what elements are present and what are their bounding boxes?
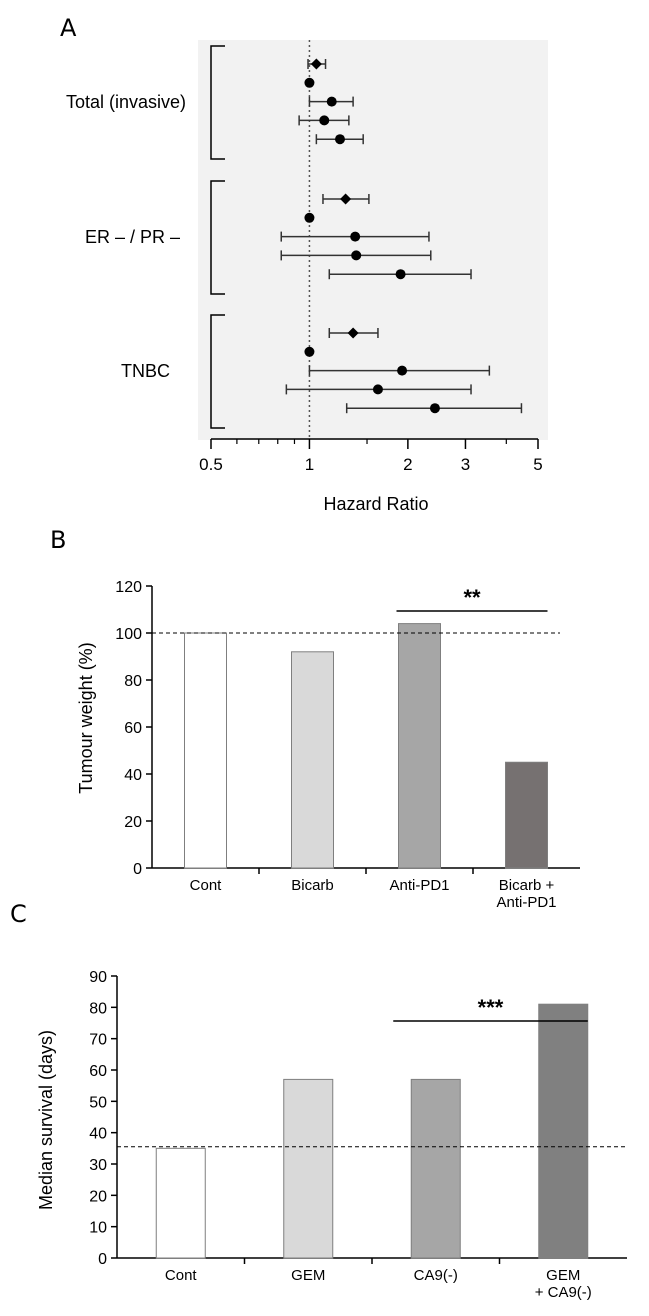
forest-x-axis-label: Hazard Ratio [323, 494, 428, 514]
forest-group-bracket [210, 180, 225, 295]
panel-b-bar-chart: B 0 20 40 60 80 100 120 Cont Bicarb Anti-PD1 Bicar… [50, 526, 580, 911]
panel-b-category-label: Cont [190, 877, 223, 894]
panel-c-bar-chart: C 0 10 20 30 40 50 60 70 80 90 Cont GEM CA9(-) GEM + C… [10, 900, 627, 1301]
forest-point-circle [319, 115, 330, 126]
forest-point-circle [326, 96, 337, 107]
forest-point-circle [350, 231, 361, 242]
forest-group-bracket [210, 314, 225, 429]
panel-a-forest-plot: A 0.5 1 2 3 5 Hazard Ratio Total (invasive) E… [60, 14, 548, 514]
panel-b-y-tick-label: 20 [124, 814, 142, 831]
forest-point-circle [351, 250, 362, 261]
forest-point-circle [372, 384, 383, 395]
panel-b-y-tick-label: 120 [115, 579, 142, 596]
forest-plot-area [198, 40, 548, 440]
forest-point-diamond [340, 193, 352, 205]
panel-c-y-tick-label: 50 [89, 1094, 107, 1111]
forest-point-circle [304, 77, 315, 88]
panel-b-y-axis-label: Tumour weight (%) [76, 642, 96, 793]
forest-point-circle [397, 365, 408, 376]
panel-c-category-label: CA9(-) [414, 1267, 458, 1284]
panel-b-bar [398, 623, 441, 869]
panel-b-category-label: Bicarb [291, 877, 334, 894]
panel-c-y-tick-label: 40 [89, 1126, 107, 1143]
forest-x-tick-label: 0.5 [199, 455, 223, 474]
panel-b-bar [505, 761, 548, 869]
panel-b-y-tick-label: 40 [124, 767, 142, 784]
panel-c-y-tick-label: 90 [89, 969, 107, 986]
panel-a-letter: A [60, 14, 77, 42]
panel-b-significance-label: ** [463, 585, 481, 610]
panel-b-category-label: Anti-PD1 [389, 877, 449, 894]
forest-point-circle [334, 134, 345, 145]
forest-x-tick-label: 1 [305, 455, 314, 474]
forest-x-tick-label: 2 [403, 455, 412, 474]
panel-c-bar [155, 1147, 206, 1259]
panel-b-y-tick-label: 80 [124, 673, 142, 690]
forest-point-diamond [310, 58, 322, 70]
panel-c-bar [283, 1078, 334, 1259]
forest-group-label: TNBC [121, 361, 170, 381]
forest-point-circle [304, 212, 315, 223]
panel-c-y-tick-label: 80 [89, 1000, 107, 1017]
panel-c-y-tick-label: 0 [98, 1251, 107, 1268]
forest-group-label: Total (invasive) [66, 92, 186, 112]
forest-x-tick-label: 3 [461, 455, 470, 474]
panel-c-category-label: Cont [165, 1267, 198, 1284]
forest-x-tick-label: 5 [533, 455, 542, 474]
forest-group-bracket [210, 45, 225, 160]
panel-c-letter: C [10, 900, 27, 928]
panel-b-bar [184, 632, 227, 869]
forest-point-circle [395, 269, 406, 280]
panel-b-y-tick-label: 0 [133, 861, 142, 878]
panel-c-significance-label: *** [478, 995, 504, 1020]
panel-b-bar [291, 651, 334, 869]
panel-c-y-axis-label: Median survival (days) [36, 1030, 56, 1210]
panel-b-y-tick-label: 100 [115, 626, 142, 643]
panel-c-y-tick-label: 70 [89, 1032, 107, 1049]
forest-point-diamond [347, 327, 359, 339]
panel-b-y-tick-label: 60 [124, 720, 142, 737]
forest-point-circle [429, 403, 440, 414]
panel-b-category-label: Bicarb + Anti-PD1 [496, 877, 556, 911]
forest-point-circle [304, 346, 315, 357]
panel-b-letter: B [50, 526, 66, 554]
panel-c-bar [410, 1078, 461, 1259]
panel-c-y-tick-label: 10 [89, 1220, 107, 1237]
panel-c-category-label: GEM [291, 1267, 325, 1284]
panel-c-y-tick-label: 20 [89, 1188, 107, 1205]
panel-c-y-tick-label: 60 [89, 1063, 107, 1080]
panel-c-bar [538, 1003, 589, 1259]
forest-group-label: ER – / PR – [85, 227, 180, 247]
panel-c-category-label: GEM + CA9(-) [535, 1267, 592, 1301]
panel-c-y-tick-label: 30 [89, 1157, 107, 1174]
